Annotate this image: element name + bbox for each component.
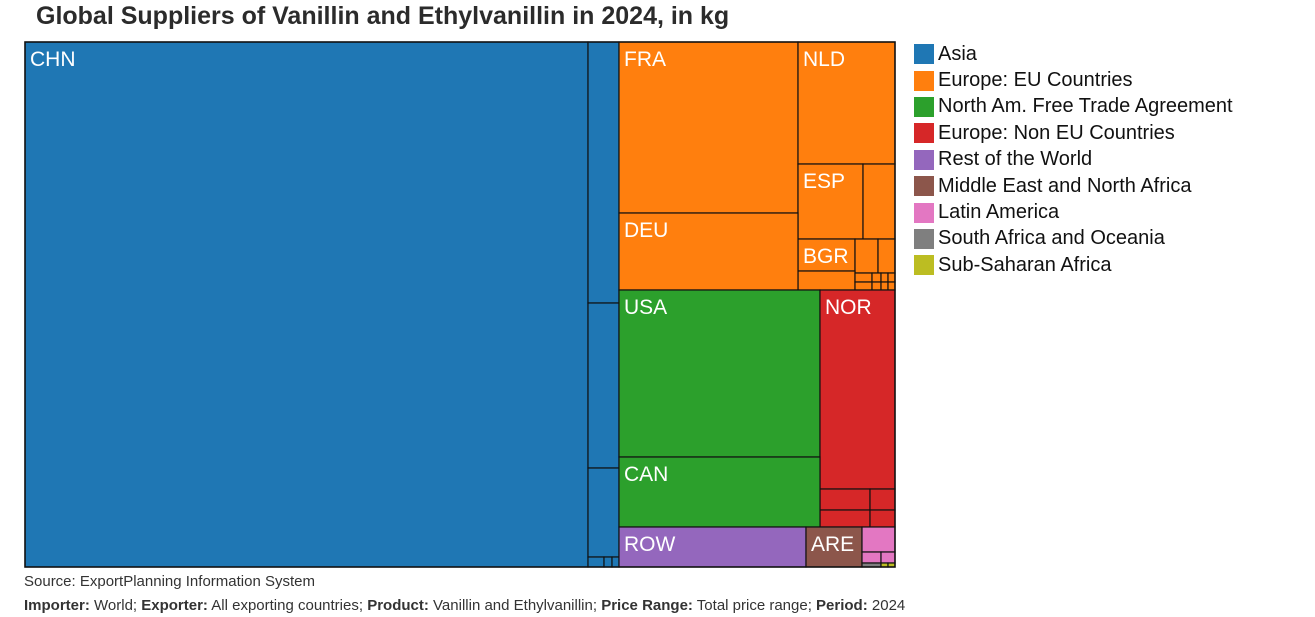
- product-value: Vanillin and Ethylvanillin;: [428, 597, 602, 614]
- tile-can: [618, 456, 821, 528]
- legend-swatch: [914, 96, 934, 117]
- tile-label-are: ARE: [811, 533, 854, 556]
- tile-10: [862, 163, 896, 240]
- legend-label: Latin America: [938, 201, 1060, 224]
- tile-33: [861, 526, 896, 553]
- price-range-value: Total price range;: [692, 597, 817, 614]
- product-label: Product:: [367, 597, 429, 614]
- tile-27: [869, 488, 896, 511]
- legend-label: Rest of the World: [938, 148, 1093, 171]
- tile-4: [587, 556, 605, 568]
- importer-value: World;: [89, 597, 142, 614]
- tile-20: [871, 281, 882, 291]
- tile-label-nor: NOR: [825, 296, 872, 319]
- tile-label-esp: ESP: [803, 170, 845, 193]
- legend-item[interactable]: Sub-Saharan Africa: [914, 252, 1233, 278]
- tile-16: [871, 272, 882, 283]
- tile-label-usa: USA: [624, 296, 667, 319]
- price-range-label: Price Range:: [601, 597, 693, 614]
- period-label: Period:: [816, 597, 868, 614]
- tile-18: [887, 272, 896, 283]
- legend-item[interactable]: Rest of the World: [914, 147, 1233, 173]
- tile-28: [819, 509, 871, 528]
- legend-item[interactable]: South Africa and Oceania: [914, 226, 1233, 252]
- legend: Asia Europe: EU Countries North Am. Free T…: [914, 41, 1233, 279]
- tile-35: [880, 551, 896, 564]
- tile-15: [854, 272, 873, 283]
- tile-26: [819, 488, 871, 511]
- exporter-value: All exporting countries;: [207, 597, 368, 614]
- importer-label: Importer:: [24, 597, 90, 614]
- tile-label-deu: DEU: [624, 219, 668, 242]
- tile-label-chn: CHN: [30, 48, 76, 71]
- tile-label-bgr: BGR: [803, 245, 849, 268]
- chart-title: Global Suppliers of Vanillin and Ethylva…: [36, 2, 730, 30]
- tile-13: [877, 238, 896, 274]
- tile-chn: [24, 41, 589, 568]
- tile-21: [880, 281, 889, 291]
- tile-17: [880, 272, 889, 283]
- tile-deu: [618, 212, 799, 291]
- legend-item[interactable]: Latin America: [914, 199, 1233, 225]
- legend-swatch: [914, 44, 934, 65]
- period-value: 2024: [867, 597, 906, 614]
- legend-label: Europe: EU Countries: [938, 69, 1133, 92]
- treemap-frame: [24, 41, 896, 568]
- legend-item[interactable]: Asia: [914, 41, 1233, 67]
- legend-label: Sub-Saharan Africa: [938, 253, 1112, 276]
- source-note: Source: ExportPlanning Information Syste…: [24, 573, 315, 590]
- tile-label-fra: FRA: [624, 48, 666, 71]
- legend-label: Europe: Non EU Countries: [938, 121, 1175, 144]
- legend-label: North Am. Free Trade Agreement: [938, 95, 1233, 118]
- legend-swatch: [914, 202, 934, 223]
- legend-item[interactable]: Middle East and North Africa: [914, 173, 1233, 199]
- tile-6: [611, 556, 620, 568]
- tile-label-row: ROW: [624, 533, 676, 556]
- legend-swatch: [914, 255, 934, 276]
- tile-2: [587, 302, 620, 469]
- tile-row: [618, 526, 807, 568]
- legend-label: South Africa and Oceania: [938, 227, 1165, 250]
- tile-29: [869, 509, 896, 528]
- legend-swatch: [914, 176, 934, 197]
- tile-nor: [819, 289, 896, 490]
- tile-19: [854, 281, 873, 291]
- tile-5: [603, 556, 613, 568]
- legend-swatch: [914, 228, 934, 249]
- tile-usa: [618, 289, 821, 458]
- legend-item[interactable]: North Am. Free Trade Agreement: [914, 94, 1233, 120]
- legend-label: Asia: [938, 42, 977, 65]
- tile-22: [887, 281, 896, 291]
- legend-swatch: [914, 149, 934, 170]
- legend-item[interactable]: Europe: Non EU Countries: [914, 120, 1233, 146]
- tile-34: [861, 551, 882, 564]
- exporter-label: Exporter:: [141, 597, 208, 614]
- legend-swatch: [914, 123, 934, 144]
- tile-3: [587, 467, 620, 558]
- tile-12: [854, 238, 879, 274]
- tile-14: [797, 270, 856, 291]
- tile-label-nld: NLD: [803, 48, 845, 71]
- tile-esp: [797, 163, 864, 240]
- legend-swatch: [914, 70, 934, 91]
- legend-label: Middle East and North Africa: [938, 174, 1192, 197]
- tile-label-can: CAN: [624, 463, 668, 486]
- filters-note: Importer: World; Exporter: All exporting…: [24, 597, 905, 614]
- tile-1: [587, 41, 620, 304]
- legend-item[interactable]: Europe: EU Countries: [914, 67, 1233, 93]
